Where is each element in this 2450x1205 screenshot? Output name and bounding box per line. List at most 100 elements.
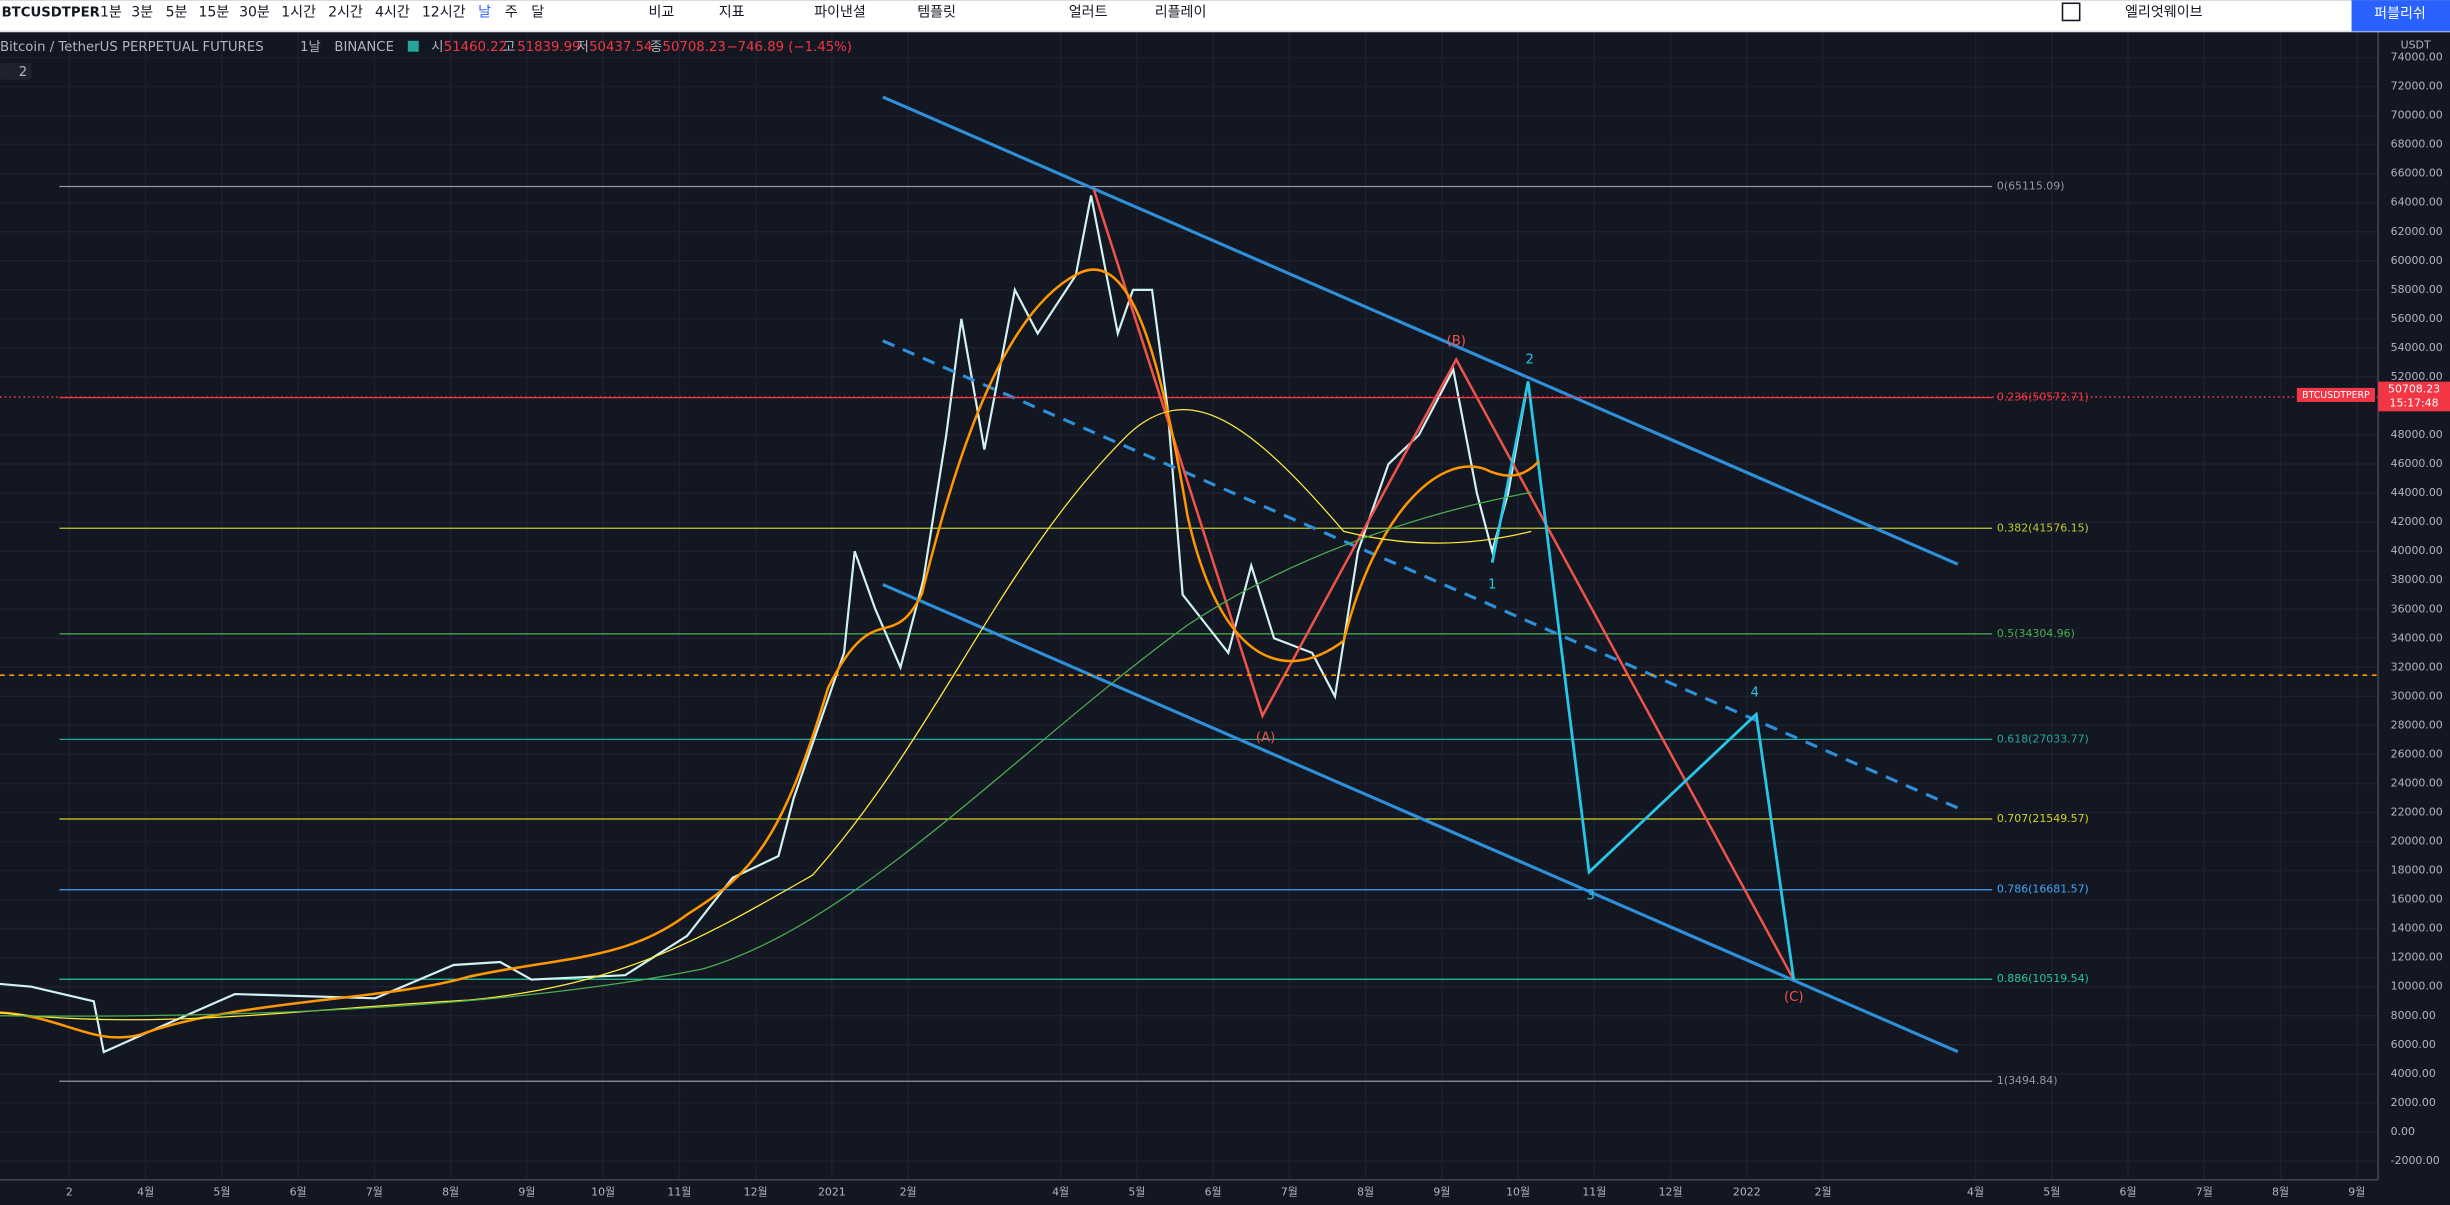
interval-button[interactable]: 4시간 bbox=[375, 5, 410, 21]
x-tick-label: 4월 bbox=[1052, 1185, 1069, 1198]
moving-average-slow bbox=[0, 409, 1532, 1021]
toolbar-buttons: 비교 지표 파이낸셜 템플릿 얼러트 리플레이 bbox=[648, 5, 1206, 21]
last-price: 50708.23 bbox=[2388, 382, 2440, 395]
x-tick-label: 11월 bbox=[667, 1185, 691, 1198]
interval-buttons: 1분 3분 5분 15분 30분 1시간 2시간 4시간 12시간 날 주 달 bbox=[100, 5, 544, 21]
layout-icon[interactable] bbox=[2061, 2, 2081, 22]
y-tick-label: 12000.00 bbox=[2391, 951, 2443, 964]
symbol-search[interactable]: BTCUSDTPER bbox=[2, 6, 100, 21]
x-tick-label: 8월 bbox=[1357, 1185, 1374, 1198]
y-tick-label: 56000.00 bbox=[2391, 312, 2443, 325]
y-tick-label: 20000.00 bbox=[2391, 835, 2443, 848]
interval-button[interactable]: 달 bbox=[531, 5, 544, 21]
fib-label: 0.786(16681.57) bbox=[1997, 883, 2089, 896]
fib-label: 0.707(21549.57) bbox=[1997, 812, 2089, 825]
y-tick-label: 2000.00 bbox=[2391, 1096, 2436, 1109]
x-tick-label: 6월 bbox=[1205, 1185, 1222, 1198]
ohlc-label: 종 bbox=[650, 40, 662, 55]
interval-button[interactable]: 날 bbox=[478, 5, 491, 21]
axis-unit: USDT bbox=[2401, 38, 2431, 51]
interval-button[interactable]: 15분 bbox=[198, 5, 229, 21]
y-tick-label: 58000.00 bbox=[2391, 283, 2443, 296]
fib-label: 0(65115.09) bbox=[1997, 180, 2065, 193]
x-tick-label: 2021 bbox=[818, 1185, 846, 1198]
y-tick-label: 32000.00 bbox=[2391, 660, 2443, 673]
toolbar-button[interactable]: 얼러트 bbox=[1069, 5, 1108, 21]
grid bbox=[0, 31, 2379, 1180]
y-tick-label: 28000.00 bbox=[2391, 718, 2443, 731]
x-tick-label: 8월 bbox=[442, 1185, 459, 1198]
x-tick-label: 2월 bbox=[900, 1185, 917, 1198]
wave-abc bbox=[1092, 188, 1795, 981]
toolbar-button[interactable]: 리플레이 bbox=[1155, 5, 1207, 21]
y-tick-label: 38000.00 bbox=[2391, 573, 2443, 586]
x-tick-label: 4월 bbox=[1967, 1185, 1984, 1198]
x-tick-label: 9월 bbox=[2348, 1185, 2365, 1198]
publish-button[interactable] bbox=[2351, 0, 2450, 32]
interval-button[interactable]: 1시간 bbox=[281, 5, 316, 21]
layout-name[interactable]: 엘리엇웨이브 bbox=[2125, 5, 2203, 21]
x-tick-label: 5월 bbox=[1128, 1185, 1145, 1198]
wave-label: 1 bbox=[1488, 578, 1496, 593]
interval-button[interactable]: 30분 bbox=[239, 5, 270, 21]
x-tick-label: 11월 bbox=[1582, 1185, 1606, 1198]
toolbar-button[interactable]: 지표 bbox=[719, 5, 745, 21]
publish-label[interactable]: 퍼블리쉬 bbox=[2374, 6, 2426, 22]
toolbar-bg bbox=[0, 0, 2450, 32]
toolbar-button[interactable]: 템플릿 bbox=[917, 5, 956, 21]
x-tick-label: 9월 bbox=[1433, 1185, 1450, 1198]
indicator-count[interactable]: 2 bbox=[19, 65, 27, 80]
y-tick-label: 64000.00 bbox=[2391, 196, 2443, 209]
fib-label: 1(3494.84) bbox=[1997, 1074, 2058, 1087]
y-tick-label: 30000.00 bbox=[2391, 689, 2443, 702]
ohlc-label: 시 bbox=[431, 40, 443, 55]
toolbar-button[interactable]: 파이낸셜 bbox=[814, 5, 866, 21]
wave-label: (A) bbox=[1256, 731, 1275, 746]
time-axis bbox=[0, 1179, 2450, 1205]
x-tick-label: 10월 bbox=[1506, 1185, 1530, 1198]
wave-label: 4 bbox=[1750, 685, 1758, 700]
ohlc-value: 51460.22 bbox=[444, 40, 507, 55]
plot: 0(65115.09) 0.236(50572.71) 0.382(41576.15… bbox=[0, 180, 2089, 1087]
y-tick-label: 0.00 bbox=[2391, 1125, 2415, 1138]
drawings bbox=[0, 95, 2379, 1054]
channel-upper bbox=[882, 95, 1959, 566]
x-tick-label: 2 bbox=[66, 1185, 73, 1198]
x-tick-label: 2월 bbox=[1815, 1185, 1832, 1198]
y-tick-label: 24000.00 bbox=[2391, 776, 2443, 789]
y-tick-label: 60000.00 bbox=[2391, 254, 2443, 267]
fib-label: 0.236(50572.71) bbox=[1997, 391, 2089, 404]
interval-button[interactable]: 주 bbox=[505, 5, 518, 21]
change: −746.89 (−1.45%) bbox=[727, 40, 852, 55]
last-price-symbol: BTCUSDTPERP bbox=[2302, 390, 2370, 401]
toolbar-button[interactable]: 비교 bbox=[648, 5, 674, 21]
y-tick-label: -2000.00 bbox=[2391, 1154, 2440, 1167]
ohlc-value: 50708.23 bbox=[663, 40, 726, 55]
y-tick-label: 10000.00 bbox=[2391, 980, 2443, 993]
interval-button[interactable]: 1분 bbox=[100, 5, 122, 21]
last-price-badge bbox=[2296, 387, 2375, 402]
x-tick-label: 6월 bbox=[2120, 1185, 2137, 1198]
interval-button[interactable]: 12시간 bbox=[422, 5, 466, 21]
x-tick-label: 8월 bbox=[2272, 1185, 2289, 1198]
y-tick-label: 34000.00 bbox=[2391, 631, 2443, 644]
wave-labels: (A) (B) (C) 1 2 3 4 bbox=[1256, 334, 1804, 1005]
interval-button[interactable]: 5분 bbox=[166, 5, 188, 21]
price-axis bbox=[2378, 31, 2450, 1205]
indicator-toggle[interactable] bbox=[0, 62, 32, 80]
interval-button[interactable]: 2시간 bbox=[328, 5, 363, 21]
fib-label: 0.382(41576.15) bbox=[1997, 521, 2089, 534]
x-tick-label: 4월 bbox=[137, 1185, 154, 1198]
wave-label: 2 bbox=[1525, 353, 1533, 368]
x-tick-label: 12월 bbox=[744, 1185, 768, 1198]
ohlc-value: 51839.99 bbox=[517, 40, 580, 55]
wave-label: (B) bbox=[1447, 334, 1466, 349]
interval-button[interactable]: 3분 bbox=[131, 5, 153, 21]
ohlc-value: 50437.54 bbox=[589, 40, 652, 55]
exchange: BINANCE bbox=[334, 40, 394, 55]
x-tick-label: 9월 bbox=[518, 1185, 535, 1198]
y-tick-label: 22000.00 bbox=[2391, 806, 2443, 819]
y-tick-label: 62000.00 bbox=[2391, 225, 2443, 238]
y-tick-label: 26000.00 bbox=[2391, 747, 2443, 760]
symbol-title: Bitcoin / TetherUS PERPETUAL FUTURES bbox=[0, 40, 264, 55]
